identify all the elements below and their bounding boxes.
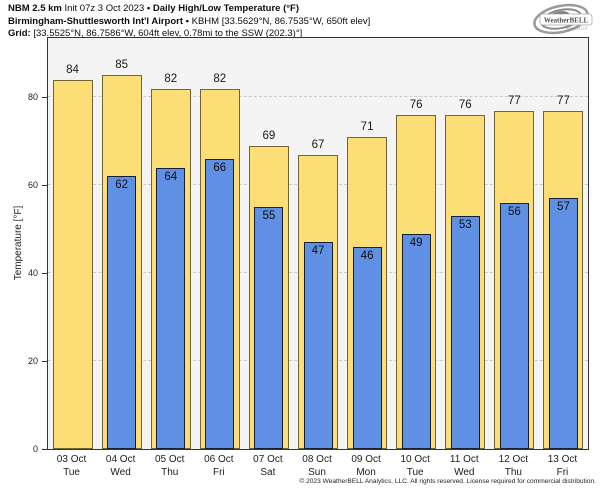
low-value-label: 57 <box>557 201 570 214</box>
x-tick-day: Tue <box>406 466 424 478</box>
high-value-label: 77 <box>507 94 521 107</box>
x-tick-date: 07 Oct <box>253 454 283 465</box>
y-axis-tick-label: 0 <box>32 444 38 454</box>
x-tick-date: 09 Oct <box>351 454 381 465</box>
x-tick-label: 04 Oct Wed <box>96 454 146 479</box>
title-line-station: Birmingham-Shuttlesworth Int'l Airport •… <box>8 16 370 29</box>
x-tick-label: 05 Oct Thu <box>145 454 195 479</box>
low-value-label: 47 <box>311 245 325 258</box>
x-tick-day: Fri <box>212 466 225 478</box>
x-tick-label: 06 Oct Fri <box>194 454 244 479</box>
y-axis-tick <box>42 185 47 187</box>
x-tick-day: Mon <box>356 466 376 478</box>
x-tick-day: Wed <box>454 466 475 478</box>
high-value-label: 77 <box>557 94 570 107</box>
high-value-label: 69 <box>262 129 276 142</box>
high-value-label: 76 <box>409 98 423 111</box>
x-tick-day: Wed <box>110 466 131 478</box>
x-tick-date: 06 Oct <box>204 454 234 465</box>
title-line-grid: Grid: [33.5525°N, 86.7586°W, 604ft elev,… <box>8 28 370 41</box>
x-tick-label: 10 Oct Tue <box>390 454 440 479</box>
low-value-label: 64 <box>164 170 178 183</box>
low-value-label: 66 <box>213 161 227 174</box>
separator-bullet: • <box>146 3 151 14</box>
weatherbell-logo: WeatherBELL Analytics LLC <box>533 3 593 35</box>
copyright-notice: © 2023 WeatherBELL Analytics, LLC. All r… <box>299 478 596 485</box>
gridline <box>48 96 588 98</box>
x-tick-label: 07 Oct Sat <box>243 454 293 479</box>
grid-coords: [33.5525°N, 86.7586°W, 604ft elev, 0.78m… <box>33 28 303 39</box>
x-tick-date: 12 Oct <box>498 454 529 465</box>
high-value-label: 76 <box>458 98 472 111</box>
x-tick-date: 04 Oct <box>105 454 136 465</box>
x-tick-day: Sat <box>260 466 276 478</box>
low-value-label: 62 <box>115 179 129 192</box>
low-bar: 49 <box>401 233 431 449</box>
low-value-label: 53 <box>458 219 472 232</box>
logo-brand-text: WeatherBELL <box>544 17 589 25</box>
low-bar: 46 <box>352 246 382 449</box>
x-tick-day: Thu <box>504 466 522 478</box>
chart-header: NBM 2.5 km Init 07z 3 Oct 2023 • Daily H… <box>8 3 370 41</box>
x-tick-label: 12 Oct Thu <box>488 454 538 479</box>
x-tick-day: Fri <box>556 466 569 478</box>
x-tick-label: 08 Oct Sun <box>292 454 342 479</box>
x-tick-label: 03 Oct Tue <box>47 454 97 479</box>
low-bar: 62 <box>107 176 137 449</box>
low-bar: 66 <box>205 158 235 449</box>
x-tick-date: 13 Oct <box>547 454 578 465</box>
product-name: Daily High/Low Temperature (°F) <box>152 3 299 14</box>
x-tick-label: 11 Oct Wed <box>439 454 489 479</box>
init-time: Init 07z 3 Oct 2023 <box>64 3 145 14</box>
y-axis-tick-label: 60 <box>27 180 38 191</box>
low-bar: 55 <box>254 207 284 449</box>
high-value-label: 84 <box>66 63 79 76</box>
low-bar: 64 <box>156 167 186 449</box>
x-tick-label: 13 Oct Fri <box>537 454 587 479</box>
low-bar: 47 <box>303 242 333 449</box>
station-name: Birmingham-Shuttlesworth Int'l Airport <box>8 15 184 27</box>
plot-area: 84 85 62 82 64 82 66 69 55 67 47 71 46 76 49 76 53 77 56 77… <box>47 37 589 450</box>
x-tick-label: 09 Oct Mon <box>341 454 391 479</box>
grid-label: Grid: <box>8 28 31 39</box>
low-value-label: 46 <box>360 249 374 262</box>
separator-bullet: • <box>185 15 189 27</box>
y-axis-tick <box>42 273 47 275</box>
x-tick-date: 10 Oct <box>400 454 430 465</box>
low-value-label: 55 <box>262 210 276 223</box>
low-bar: 57 <box>548 198 578 449</box>
high-bar <box>52 79 93 449</box>
y-axis-tick-label: 20 <box>27 356 38 367</box>
low-bar: 56 <box>499 202 529 449</box>
y-axis-tick <box>42 361 47 363</box>
x-tick-day: Sun <box>308 466 326 478</box>
x-tick-date: 05 Oct <box>154 454 185 465</box>
low-value-label: 56 <box>507 205 521 218</box>
y-axis-tick-label: 80 <box>27 92 38 103</box>
y-axis-title: Temperature [°F] <box>13 205 24 281</box>
y-axis-tick <box>42 449 47 450</box>
x-tick-date: 11 Oct <box>449 454 479 465</box>
y-axis-tick-label: 40 <box>27 268 38 279</box>
high-value-label: 82 <box>164 72 178 85</box>
high-value-label: 71 <box>360 120 374 133</box>
high-value-label: 82 <box>213 72 227 85</box>
station-coords: KBHM [33.5629°N, 86.7535°W, 650ft elev] <box>191 15 371 27</box>
high-value-label: 67 <box>311 138 325 151</box>
x-tick-day: Tue <box>63 466 80 478</box>
logo-sub-text: Analytics LLC <box>567 27 588 31</box>
low-bar: 53 <box>450 216 480 449</box>
x-tick-day: Thu <box>161 466 179 478</box>
title-line-model: NBM 2.5 km Init 07z 3 Oct 2023 • Daily H… <box>8 3 370 16</box>
y-axis-tick <box>42 97 47 99</box>
low-value-label: 49 <box>409 236 423 249</box>
x-tick-date: 03 Oct <box>56 454 87 465</box>
x-tick-date: 08 Oct <box>302 454 332 465</box>
high-value-label: 85 <box>115 59 129 72</box>
model-name: NBM 2.5 km <box>8 3 62 14</box>
